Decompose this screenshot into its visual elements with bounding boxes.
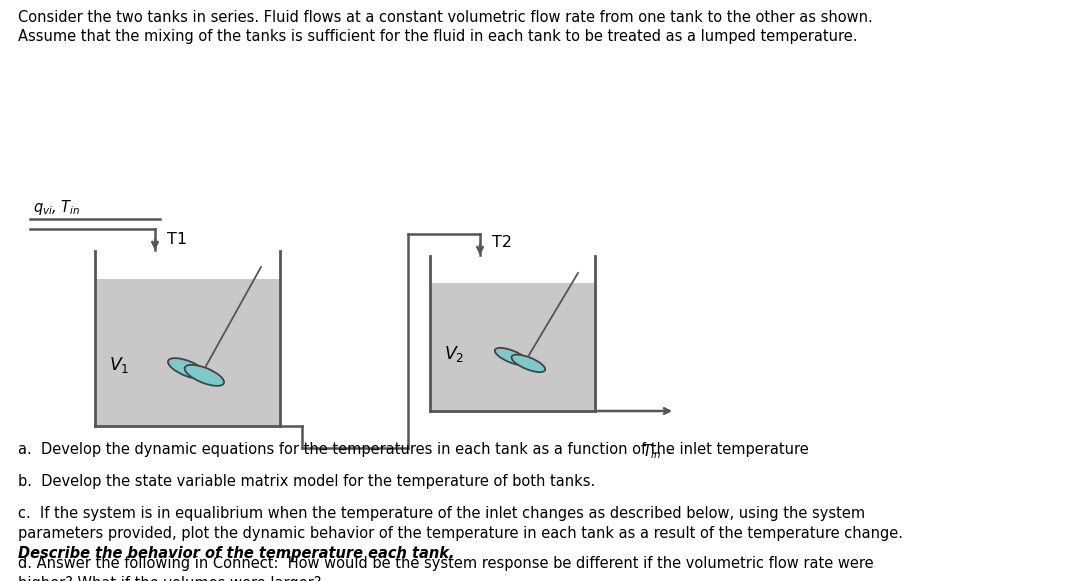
Text: Consider the two tanks in series. Fluid flows at a constant volumetric flow rate: Consider the two tanks in series. Fluid … [17, 10, 873, 25]
Text: $V_1$: $V_1$ [109, 355, 130, 375]
Text: T1: T1 [167, 232, 187, 247]
Ellipse shape [495, 348, 529, 365]
Text: $T_{in}$: $T_{in}$ [642, 442, 662, 461]
Text: $q_{vi}$, $T_{in}$: $q_{vi}$, $T_{in}$ [33, 198, 81, 217]
Text: c.  If the system is in equalibrium when the temperature of the inlet changes as: c. If the system is in equalibrium when … [17, 506, 865, 521]
Ellipse shape [168, 358, 207, 379]
Text: Assume that the mixing of the tanks is sufficient for the fluid in each tank to : Assume that the mixing of the tanks is s… [17, 29, 857, 44]
Text: higher? What if the volumes were larger?: higher? What if the volumes were larger? [17, 576, 321, 581]
Text: $V_2$: $V_2$ [444, 344, 464, 364]
Text: b.  Develop the state variable matrix model for the temperature of both tanks.: b. Develop the state variable matrix mod… [17, 474, 595, 489]
Ellipse shape [185, 365, 224, 386]
Text: T2: T2 [492, 235, 512, 250]
Bar [430, 283, 595, 411]
Ellipse shape [511, 354, 545, 372]
Text: Describe the behavior of the temperature each tank.: Describe the behavior of the temperature… [17, 546, 454, 561]
Bar [95, 279, 280, 426]
Text: parameters provided, plot the dynamic behavior of the temperature in each tank a: parameters provided, plot the dynamic be… [17, 526, 903, 541]
Text: a.  Develop the dynamic equations for the temperatures in each tank as a functio: a. Develop the dynamic equations for the… [17, 442, 814, 457]
Text: d. Answer the following in Connect:  How would be the system response be differe: d. Answer the following in Connect: How … [17, 556, 874, 571]
Text: .: . [667, 442, 672, 457]
